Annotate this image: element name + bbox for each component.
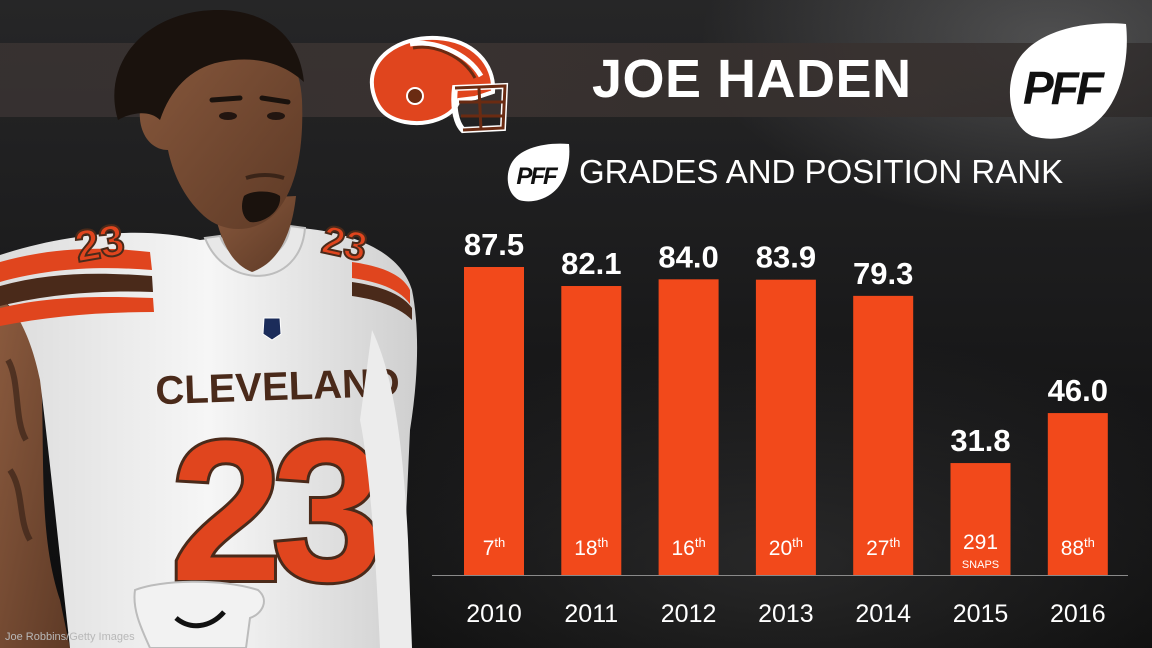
x-tick-label-2014: 2014: [855, 600, 911, 628]
photo-credit: Joe Robbins/Getty Images: [5, 631, 135, 643]
browns-helmet-logo: [369, 35, 509, 134]
x-tick-label-2012: 2012: [661, 600, 717, 628]
pff-small-logo: PFF: [507, 143, 570, 202]
rank-note-2015: SNAPS: [962, 559, 999, 571]
pff-logo: PFF: [1009, 23, 1127, 139]
player-name: JOE HADEN: [592, 49, 912, 109]
bar-2015: [950, 463, 1011, 575]
pff-small-logo-text: PFF: [516, 163, 559, 190]
value-label-2010: 87.5: [464, 227, 524, 262]
value-label-2013: 83.9: [756, 240, 816, 275]
bar-2014: [853, 295, 914, 575]
bars-layer: 87.57th201082.118th201184.016th201283.92…: [464, 227, 1108, 628]
bar-2011: [561, 286, 622, 575]
bar-2010: [464, 267, 524, 575]
x-tick-label-2015: 2015: [953, 600, 1009, 628]
value-label-2011: 82.1: [561, 246, 621, 281]
shoulder-number-left: 23: [71, 215, 128, 272]
value-label-2014: 79.3: [853, 256, 913, 291]
shoulder-number-right: 23: [318, 218, 371, 270]
x-tick-label-2013: 2013: [758, 600, 814, 628]
bar-2016: [1047, 413, 1108, 575]
rank-label-2015: 291: [963, 531, 998, 554]
x-tick-label-2011: 2011: [564, 600, 618, 628]
x-tick-label-2010: 2010: [466, 600, 522, 628]
bar-2013: [755, 279, 816, 575]
pff-logo-text: PFF: [1023, 62, 1106, 114]
value-label-2015: 31.8: [950, 423, 1010, 458]
jersey-team-text: CLEVELAND: [155, 361, 401, 414]
value-label-2016: 46.0: [1048, 373, 1108, 408]
chart-title: GRADES AND POSITION RANK: [579, 153, 1064, 190]
bar-2012: [658, 279, 719, 575]
value-label-2012: 84.0: [658, 239, 718, 274]
x-tick-label-2016: 2016: [1050, 600, 1106, 628]
player-photo: 23 23 CLEVELAND 23: [0, 9, 418, 648]
